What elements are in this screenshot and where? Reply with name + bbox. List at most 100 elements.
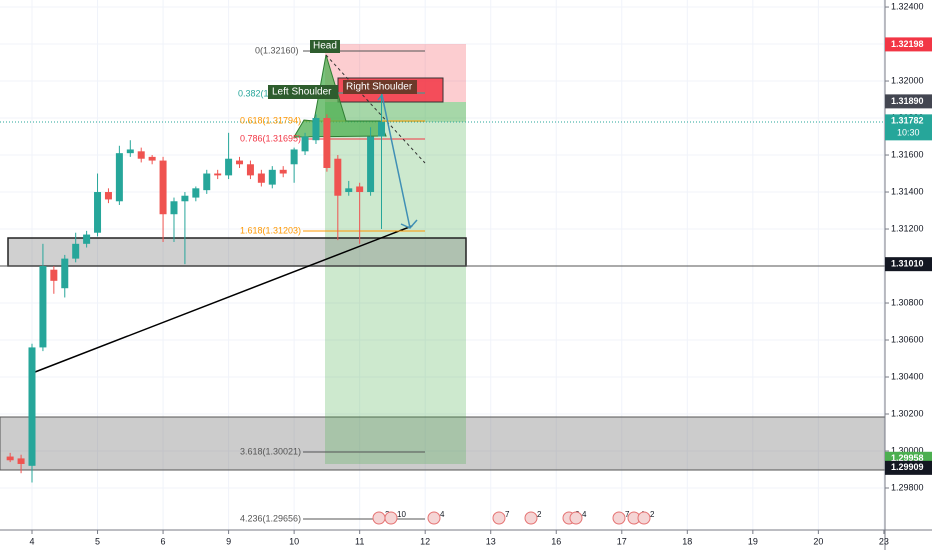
candle-body [126, 149, 134, 154]
price-label-box [885, 114, 932, 141]
event-icon [637, 511, 651, 525]
countdown: 10:30 [897, 128, 920, 138]
candle-body [39, 266, 47, 348]
pattern-label: Right Shoulder [346, 82, 413, 93]
candle-body [312, 118, 320, 141]
price-label: 1.31010 [891, 259, 924, 269]
price-label-box [885, 94, 932, 109]
fib-label: 0(1.32160) [255, 45, 299, 55]
price-label-box [885, 257, 932, 272]
event-icon [612, 511, 626, 525]
label-box [268, 85, 338, 99]
y-tick-label: 1.30000 [891, 445, 924, 455]
trend-line [34, 225, 413, 373]
candle-body [148, 156, 156, 161]
price-label: 1.29958 [891, 453, 924, 463]
candle-body [17, 458, 25, 464]
price-label-box [885, 37, 932, 52]
candle-body [334, 158, 342, 196]
price-label: 1.29909 [891, 462, 924, 472]
event-icon [492, 511, 506, 525]
y-tick-label: 1.31400 [891, 186, 924, 196]
candle-body [203, 173, 211, 191]
annotations: 0(1.32160) 0.382(1 0.618(1.31794) 0.786(1.3… [238, 41, 655, 525]
x-tick-label: 4 [29, 536, 34, 546]
candle-body [378, 121, 386, 137]
axes: 1.324001.322001.320001.318001.316001.314… [29, 1, 932, 546]
fib-label: 0.618(1.31794) [240, 115, 301, 125]
candles [6, 93, 386, 483]
candle-body [61, 258, 69, 289]
event-label: 10 [397, 510, 406, 519]
event-icon [524, 511, 538, 525]
label-box [310, 40, 340, 53]
candle-body [257, 173, 265, 183]
candle-body [367, 136, 375, 193]
y-tick-label: 1.31600 [891, 149, 924, 159]
y-tick-label: 1.30400 [891, 371, 924, 381]
event-label: 2 [650, 510, 655, 519]
candle-body [225, 158, 233, 176]
candle-body [301, 136, 309, 152]
x-tick-label: 16 [551, 536, 561, 546]
event-icon [427, 511, 441, 525]
y-tick-label: 1.29800 [891, 482, 924, 492]
candle-body [246, 164, 254, 176]
candle-body [170, 201, 178, 215]
fib-label: 3.618(1.30021) [240, 446, 301, 456]
candle-body [50, 269, 58, 281]
event-icon [384, 511, 398, 525]
candle-body [72, 243, 80, 259]
candle-body [323, 118, 331, 168]
price-label: 1.31782 [891, 116, 924, 126]
demand-zone [0, 416, 886, 471]
price-label: 1.32198 [891, 39, 924, 49]
x-tick-label: 9 [226, 536, 231, 546]
event-label: 2 [537, 510, 542, 519]
y-tick-label: 1.32400 [891, 1, 924, 11]
pattern-label: Head [313, 41, 337, 52]
candle-body [236, 160, 244, 165]
candle-body [159, 160, 167, 215]
event-icon [372, 511, 386, 525]
y-tick-label: 1.30800 [891, 297, 924, 307]
price-label: 1.31890 [891, 96, 924, 106]
candle-body [192, 188, 200, 198]
x-tick-label: 13 [486, 536, 496, 546]
event-label: 4 [440, 510, 445, 519]
candle-body [94, 192, 102, 233]
fib-label: 1.618(1.31203) [240, 225, 301, 235]
candle-body [356, 186, 364, 193]
y-tick-label: 1.30200 [891, 408, 924, 418]
x-tick-label: 18 [682, 536, 692, 546]
candle-body [104, 192, 112, 200]
candle-body [268, 169, 276, 185]
y-tick-label: 1.32000 [891, 75, 924, 85]
price-label-box [885, 460, 932, 475]
event-label: 7 [505, 510, 510, 519]
entry-zone [325, 102, 466, 122]
candle-body [6, 456, 14, 461]
x-tick-label: 20 [813, 536, 823, 546]
event-icon [569, 511, 583, 525]
y-tick-label: 1.30600 [891, 334, 924, 344]
neckline [325, 54, 426, 164]
x-tick-label: 11 [355, 536, 364, 546]
x-tick-label: 17 [617, 536, 627, 546]
candle-body [214, 173, 222, 176]
candle-body [279, 169, 287, 174]
fib-label: 4.236(1.29656) [240, 513, 301, 523]
label-box [343, 80, 417, 94]
candle-body [290, 149, 298, 165]
x-tick-label: 6 [161, 536, 166, 546]
fib-label: 0.786(1.31695) [240, 133, 301, 143]
candle-body [137, 151, 145, 159]
arrow-head [400, 219, 418, 229]
x-tick-label: 23 [879, 536, 889, 546]
x-tick-label: 19 [748, 536, 758, 546]
candle-body [83, 234, 91, 244]
x-tick-label: 10 [289, 536, 299, 546]
candle-body [181, 195, 189, 202]
